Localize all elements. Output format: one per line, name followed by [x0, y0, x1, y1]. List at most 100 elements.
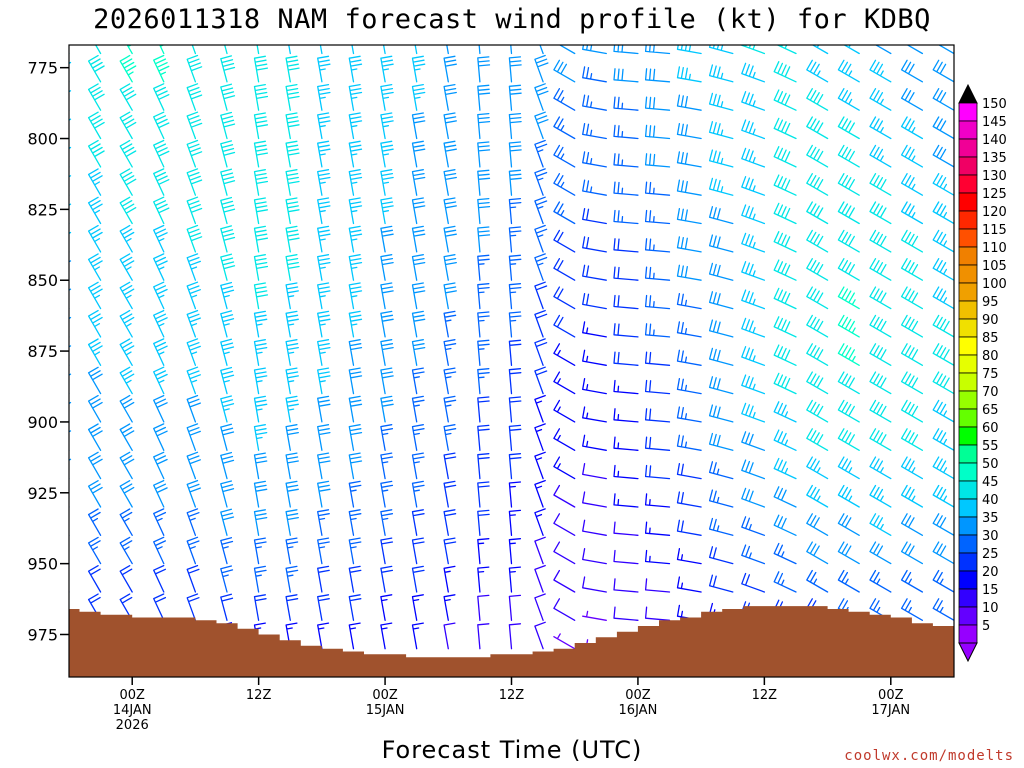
wind-barb — [773, 571, 797, 593]
wind-barb — [186, 83, 203, 111]
wind-barb — [582, 548, 607, 565]
wind-barb — [900, 513, 924, 536]
wind-barb — [837, 229, 860, 253]
wind-barb — [317, 367, 331, 395]
wind-barb — [253, 225, 269, 253]
wind-barb — [285, 140, 300, 168]
wind-barb — [900, 286, 924, 310]
wind-barb — [508, 566, 522, 593]
colorbar-swatch — [958, 300, 978, 320]
wind-barb — [348, 594, 362, 621]
wind-barb — [119, 281, 135, 310]
wind-barb — [285, 509, 299, 536]
wind-barb — [773, 486, 797, 508]
wind-barb — [806, 428, 829, 451]
wind-barb — [582, 151, 607, 168]
wind-barb — [708, 234, 734, 253]
wind-barb — [253, 594, 267, 621]
wind-barb — [87, 565, 102, 593]
wind-barb — [932, 144, 954, 168]
wind-barb — [153, 423, 168, 451]
wind-barb — [582, 236, 607, 253]
wind-barb — [411, 594, 424, 621]
wind-barb — [380, 622, 393, 650]
wind-barb — [582, 491, 607, 508]
wind-barb — [477, 566, 490, 593]
wind-barb — [837, 541, 860, 565]
wind-barb — [869, 59, 892, 83]
colorbar-swatch — [958, 462, 978, 482]
wind-barb — [285, 339, 299, 366]
wind-barb — [153, 536, 167, 565]
wind-barb — [317, 509, 330, 536]
wind-barb — [773, 117, 797, 140]
colorbar-swatch — [958, 390, 978, 410]
wind-barb — [317, 254, 331, 281]
wind-barb — [477, 396, 490, 423]
wind-barb — [411, 537, 425, 565]
wind-barb — [119, 309, 135, 338]
wind-barb — [348, 225, 363, 253]
colorbar-label: 70 — [982, 385, 999, 400]
wind-barb — [153, 394, 168, 423]
wind-barb — [773, 287, 797, 310]
wind-barb — [253, 310, 268, 338]
wind-barb — [613, 351, 639, 366]
wind-barb — [534, 54, 549, 83]
wind-barb — [153, 196, 170, 225]
wind-barb — [806, 201, 829, 225]
wind-barb — [285, 197, 300, 225]
wind-barb — [534, 83, 549, 111]
terrain-fill — [69, 606, 954, 677]
wind-barb — [676, 179, 702, 196]
wind-barb — [220, 565, 234, 593]
wind-barb — [708, 92, 734, 111]
wind-barb — [582, 179, 607, 196]
wind-barb — [741, 516, 766, 536]
wind-barb — [676, 94, 702, 111]
wind-barb — [582, 207, 607, 225]
wind-barb — [553, 173, 576, 196]
wind-barb — [153, 479, 168, 508]
x-tick-label: 12Z — [752, 688, 778, 703]
wind-barb — [806, 173, 829, 196]
wind-barb — [676, 264, 702, 281]
wind-barb — [534, 479, 546, 508]
wind-barb — [900, 399, 924, 423]
wind-barb — [708, 574, 734, 593]
y-tick-label: 800 — [27, 130, 58, 149]
wind-barb — [534, 536, 546, 565]
wind-barb — [87, 480, 103, 508]
x-tick-label: 2026 — [116, 718, 149, 733]
wind-barb — [380, 169, 394, 196]
wind-barb — [411, 83, 426, 111]
wind-barb — [676, 548, 702, 565]
wind-barb — [644, 578, 671, 593]
wind-barb — [553, 428, 576, 451]
wind-barb — [186, 423, 201, 451]
wind-barb — [186, 196, 203, 225]
wind-barb — [869, 541, 892, 565]
wind-barb — [317, 112, 331, 140]
wind-barb — [869, 456, 892, 480]
wind-barb — [220, 338, 235, 366]
wind-barb — [741, 431, 766, 451]
wind-barb — [119, 83, 137, 111]
wind-barb — [285, 83, 300, 111]
wind-barb — [87, 111, 105, 140]
wind-barb — [380, 594, 393, 621]
wind-barb — [708, 206, 734, 225]
wind-barb — [558, 45, 576, 55]
wind-barb — [411, 339, 426, 366]
wind-barb — [317, 594, 330, 621]
wind-barb — [380, 140, 394, 168]
wind-barb — [477, 538, 490, 565]
wind-barb — [508, 396, 522, 423]
wind-barb — [741, 572, 766, 593]
wind-barb — [900, 59, 924, 83]
colorbar-label: 100 — [982, 277, 1007, 292]
wind-barb — [87, 224, 103, 253]
wind-barb — [411, 225, 426, 253]
wind-barb — [508, 509, 522, 536]
